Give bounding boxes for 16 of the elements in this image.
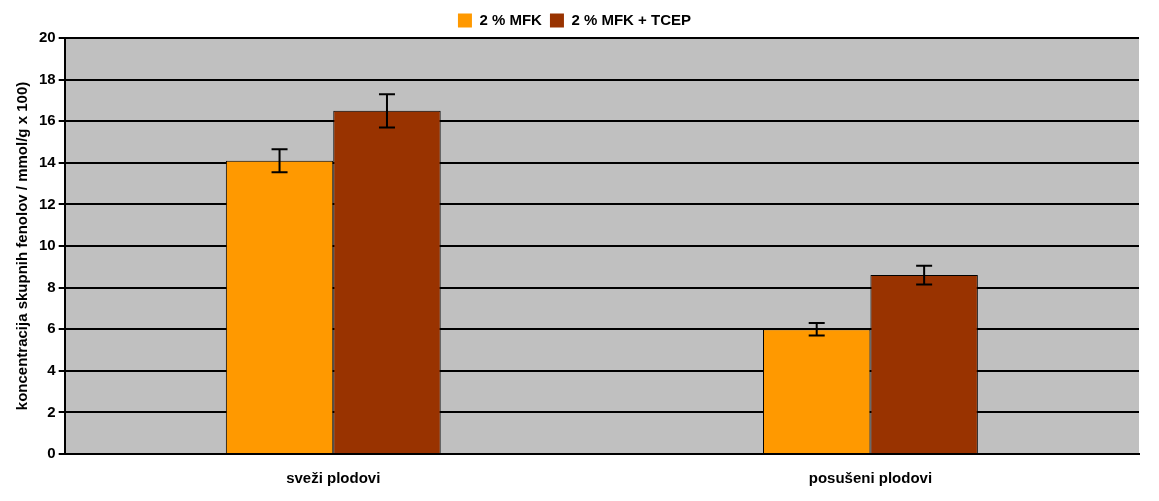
x-tick-label: sveži plodovi	[286, 469, 381, 487]
legend-label: 2 % MFK + TCEP	[571, 10, 692, 28]
y-tick-label: 14	[39, 152, 57, 170]
y-tick-label: 18	[39, 69, 56, 87]
y-tick-label: 12	[39, 194, 56, 212]
y-tick-label: 8	[47, 277, 56, 295]
y-tick-label: 2	[47, 402, 56, 420]
x-tick-label: posušeni plodovi	[808, 469, 933, 487]
y-tick-label: 0	[47, 444, 56, 462]
y-tick-label: 16	[39, 111, 56, 129]
y-tick-label: 10	[39, 236, 56, 254]
y-tick-label: 4	[47, 360, 57, 378]
legend-label: 2 % MFK	[479, 10, 543, 28]
y-axis-title: koncentracija skupnih fenolov / mmol/g x 100)	[13, 81, 31, 411]
y-tick-label: 20	[39, 28, 56, 46]
y-tick-label: 6	[47, 319, 56, 337]
